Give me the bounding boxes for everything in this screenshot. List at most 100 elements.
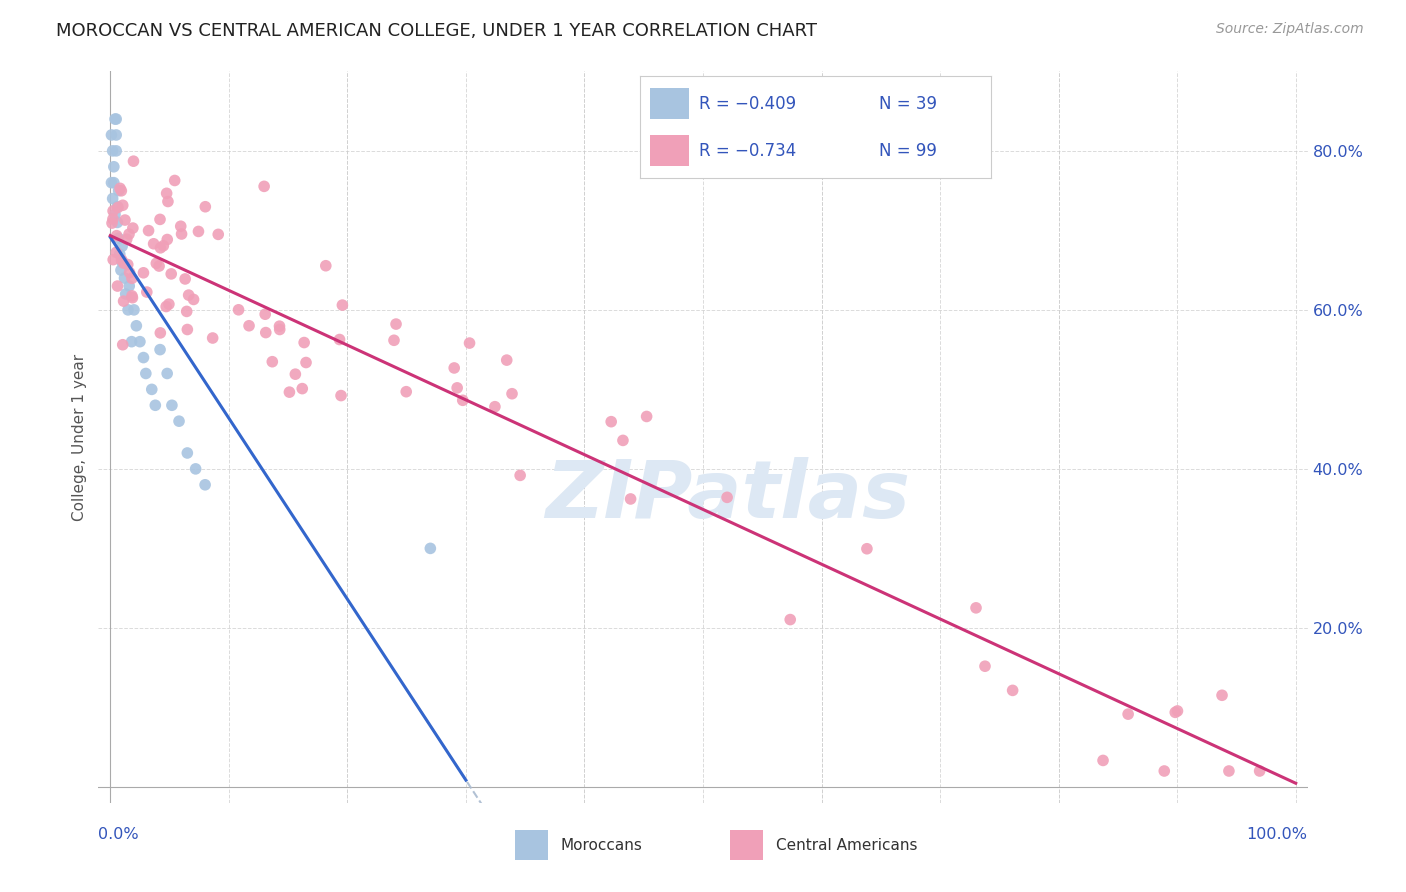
Point [194, 200, 217, 214]
Point [716, 491, 738, 505]
Point [105, 200, 128, 214]
Point [114, 271, 136, 285]
Text: 0.0%: 0.0% [98, 827, 139, 841]
Point [115, 232, 138, 246]
Point [176, 446, 198, 460]
Point [1092, 754, 1115, 768]
Text: Moroccans: Moroccans [561, 838, 643, 853]
Point [135, 285, 157, 299]
Point [105, 144, 128, 158]
Point [155, 300, 177, 314]
Point [101, 212, 124, 227]
Point [104, 207, 127, 221]
Point [201, 331, 224, 345]
Point [600, 415, 623, 429]
Point [129, 334, 152, 349]
Point [395, 384, 418, 399]
Text: N = 99: N = 99 [879, 142, 936, 160]
Point [103, 160, 125, 174]
Point [121, 291, 143, 305]
Point [114, 213, 136, 227]
Point [228, 302, 250, 317]
Point [207, 227, 229, 242]
Point [107, 279, 129, 293]
Point [1001, 683, 1024, 698]
Point [117, 302, 139, 317]
Point [636, 409, 658, 424]
Point [149, 241, 172, 255]
Point [451, 393, 474, 408]
Point [458, 336, 481, 351]
Point [122, 154, 145, 169]
Point [419, 541, 441, 556]
Point [138, 224, 160, 238]
Point [107, 184, 129, 198]
Point [141, 383, 163, 397]
Point [170, 219, 193, 234]
Point [269, 319, 291, 334]
Point [121, 334, 143, 349]
Point [167, 414, 190, 428]
Point [105, 245, 128, 260]
Point [101, 216, 124, 230]
Point [142, 236, 165, 251]
Point [779, 613, 801, 627]
Point [111, 337, 134, 351]
Point [1218, 764, 1240, 778]
Point [112, 256, 135, 270]
Point [295, 355, 318, 369]
Point [501, 386, 523, 401]
Point [148, 259, 170, 273]
Point [111, 252, 134, 267]
Point [111, 239, 134, 253]
Point [170, 227, 193, 241]
Point [856, 541, 879, 556]
Point [101, 252, 124, 267]
FancyBboxPatch shape [650, 88, 689, 119]
Point [262, 354, 284, 368]
Point [269, 322, 291, 336]
Text: 100.0%: 100.0% [1247, 827, 1308, 841]
Point [187, 224, 209, 238]
Text: R = −0.409: R = −0.409 [700, 95, 797, 112]
Point [125, 318, 148, 333]
Point [101, 203, 124, 218]
Point [1116, 707, 1139, 722]
Point [174, 272, 197, 286]
Point [122, 302, 145, 317]
Text: Central Americans: Central Americans [776, 838, 918, 853]
Point [291, 382, 314, 396]
Point [118, 227, 141, 241]
Point [176, 304, 198, 318]
Point [118, 279, 141, 293]
Point [135, 367, 157, 381]
Point [509, 468, 531, 483]
Point [184, 462, 207, 476]
Point [156, 233, 179, 247]
Point [110, 263, 132, 277]
Point [253, 179, 276, 194]
Point [1164, 706, 1187, 720]
Point [100, 176, 122, 190]
Point [143, 398, 166, 412]
Point [446, 381, 468, 395]
Point [1249, 764, 1271, 778]
Point [156, 194, 179, 209]
Point [101, 192, 124, 206]
Point [149, 343, 172, 357]
Point [156, 367, 179, 381]
Point [104, 112, 127, 126]
Point [176, 322, 198, 336]
Point [183, 293, 205, 307]
Text: MOROCCAN VS CENTRAL AMERICAN COLLEGE, UNDER 1 YEAR CORRELATION CHART: MOROCCAN VS CENTRAL AMERICAN COLLEGE, UN… [56, 22, 817, 40]
Point [284, 367, 307, 381]
Point [132, 266, 155, 280]
Point [619, 491, 641, 506]
Point [484, 400, 506, 414]
Point [328, 333, 350, 347]
Point [149, 326, 172, 340]
Point [100, 128, 122, 142]
Point [254, 307, 277, 321]
Point [965, 600, 987, 615]
Point [118, 266, 141, 280]
